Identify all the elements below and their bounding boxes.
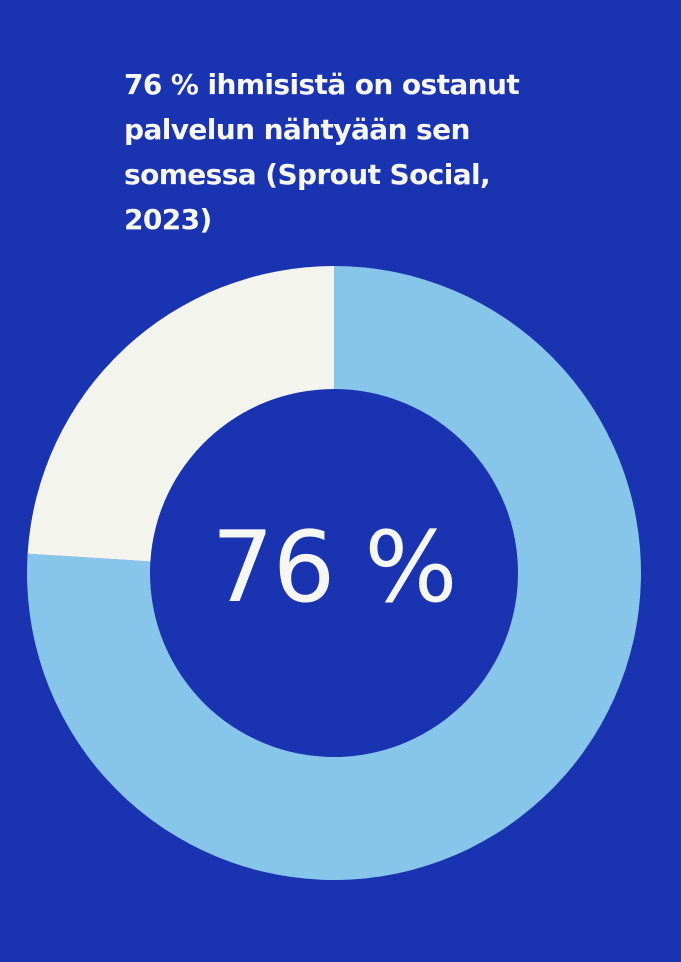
donut-slices [27,266,641,880]
slice-remainder [27,266,334,562]
slice-main [27,266,641,880]
center-value-label: 76 % [212,511,457,625]
chart-title: 76 % ihmisistä on ostanut palvelun nähty… [124,68,520,236]
